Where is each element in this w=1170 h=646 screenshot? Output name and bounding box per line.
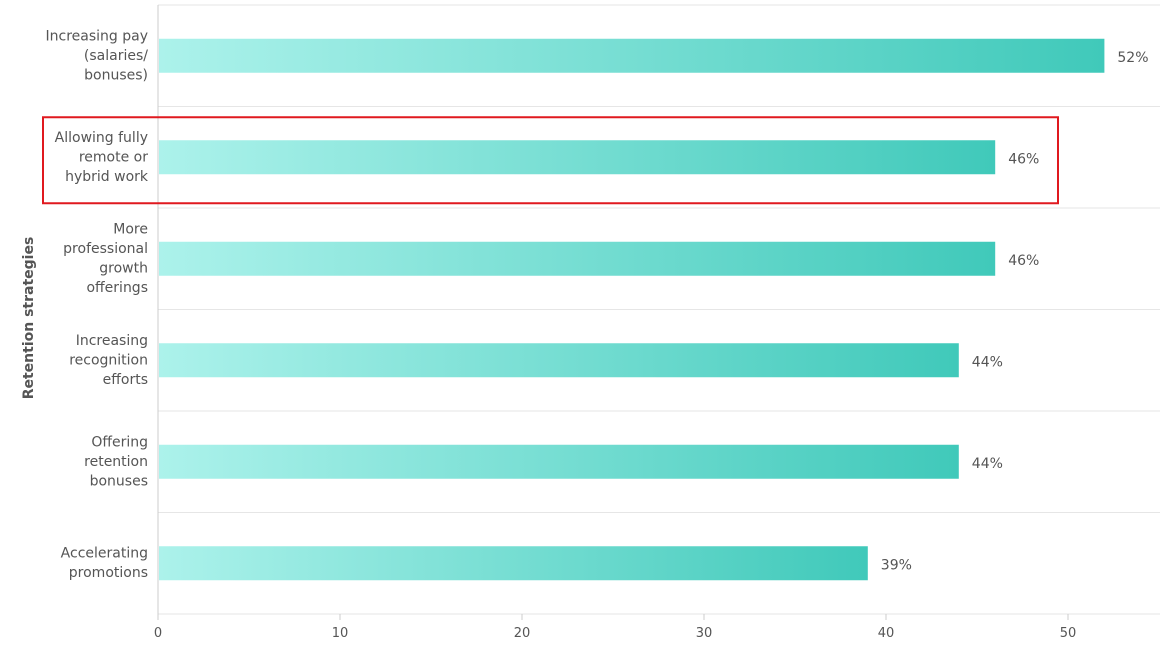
category-label: Increasing pay (salaries/bonuses) — [46, 28, 149, 83]
value-labels: 52% 46% 46% 44% 44% 39% — [881, 50, 1149, 574]
bar — [159, 343, 959, 378]
x-tick-label: 10 — [332, 626, 349, 641]
category-labels: Increasing pay (salaries/bonuses) Allowing… — [46, 28, 149, 581]
x-tick-label: 40 — [878, 626, 895, 641]
highlight-box — [42, 116, 1059, 205]
bar — [159, 241, 996, 276]
category-label: More professional growth offerings — [63, 222, 148, 297]
bar — [159, 140, 996, 175]
value-label: 44% — [972, 354, 1003, 370]
value-label: 46% — [1008, 151, 1039, 167]
bars — [159, 38, 1105, 581]
category-label: Increasing recognition efforts — [69, 333, 148, 388]
x-axis-ticks: 0 10 20 30 40 50 — [154, 614, 1076, 641]
category-label: Allowing fully remote or hybrid work — [55, 130, 149, 185]
bar — [159, 38, 1105, 73]
value-label: 46% — [1008, 253, 1039, 269]
x-tick-label: 0 — [154, 626, 162, 641]
value-label: 39% — [881, 557, 912, 573]
x-tick-label: 50 — [1060, 626, 1077, 641]
x-tick-label: 20 — [514, 626, 531, 641]
bar — [159, 546, 868, 581]
y-axis-label: Retention strategies — [21, 237, 37, 400]
x-tick-label: 30 — [696, 626, 713, 641]
category-label: Offering retention bonuses — [84, 434, 148, 489]
grid-lines — [157, 4, 1160, 615]
category-label: Accelerating promotions — [61, 546, 148, 582]
value-label: 44% — [972, 456, 1003, 472]
bar — [159, 444, 959, 479]
value-label: 52% — [1117, 50, 1148, 66]
highlight-rectangle — [42, 116, 1059, 205]
